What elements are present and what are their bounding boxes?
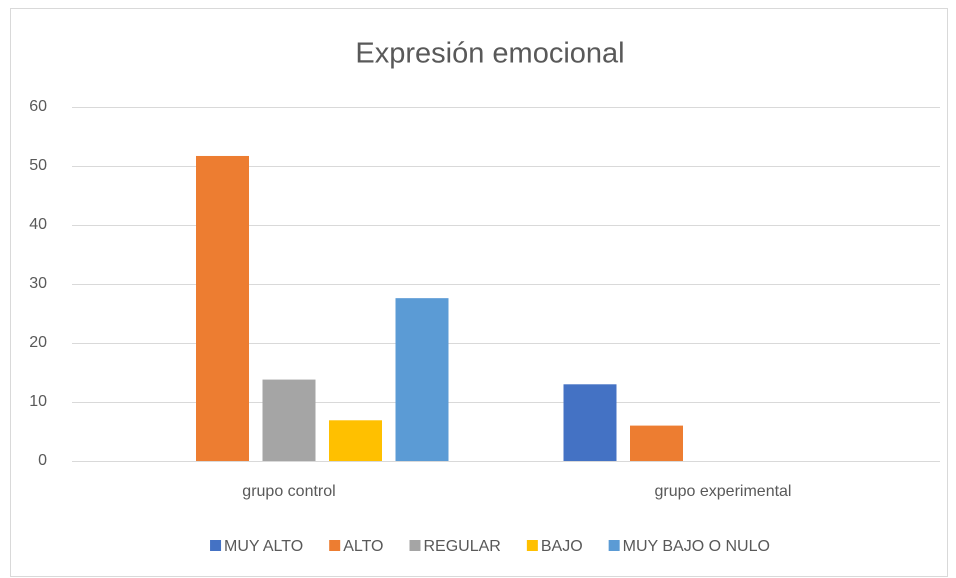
legend-swatch	[608, 540, 620, 551]
legend-label: MUY BAJO O NULO	[623, 538, 770, 555]
y-tick-label: 60	[29, 98, 47, 115]
legend-label: MUY ALTO	[224, 538, 303, 555]
y-tick-label: 50	[29, 157, 47, 174]
y-tick-label: 40	[29, 216, 47, 233]
legend-swatch	[210, 540, 222, 551]
legend-swatch	[526, 540, 538, 551]
bar	[630, 425, 683, 461]
x-tick-label: grupo control	[242, 483, 335, 500]
chart-frame	[10, 8, 948, 577]
bar	[563, 384, 617, 461]
legend-label: ALTO	[343, 538, 383, 555]
legend-swatch	[409, 540, 421, 551]
legend-swatch	[329, 540, 341, 551]
bar	[395, 298, 449, 461]
legend-label: BAJO	[541, 538, 583, 555]
chart-title: Expresión emocional	[355, 38, 624, 70]
bar	[196, 155, 249, 461]
y-tick-label: 0	[38, 452, 47, 469]
bar	[329, 420, 382, 461]
x-tick-label: grupo experimental	[655, 483, 792, 500]
y-tick-label: 20	[29, 334, 47, 351]
y-tick-label: 30	[29, 275, 47, 292]
y-tick-label: 10	[29, 393, 47, 410]
legend-label: REGULAR	[424, 538, 501, 555]
bar	[262, 379, 316, 461]
